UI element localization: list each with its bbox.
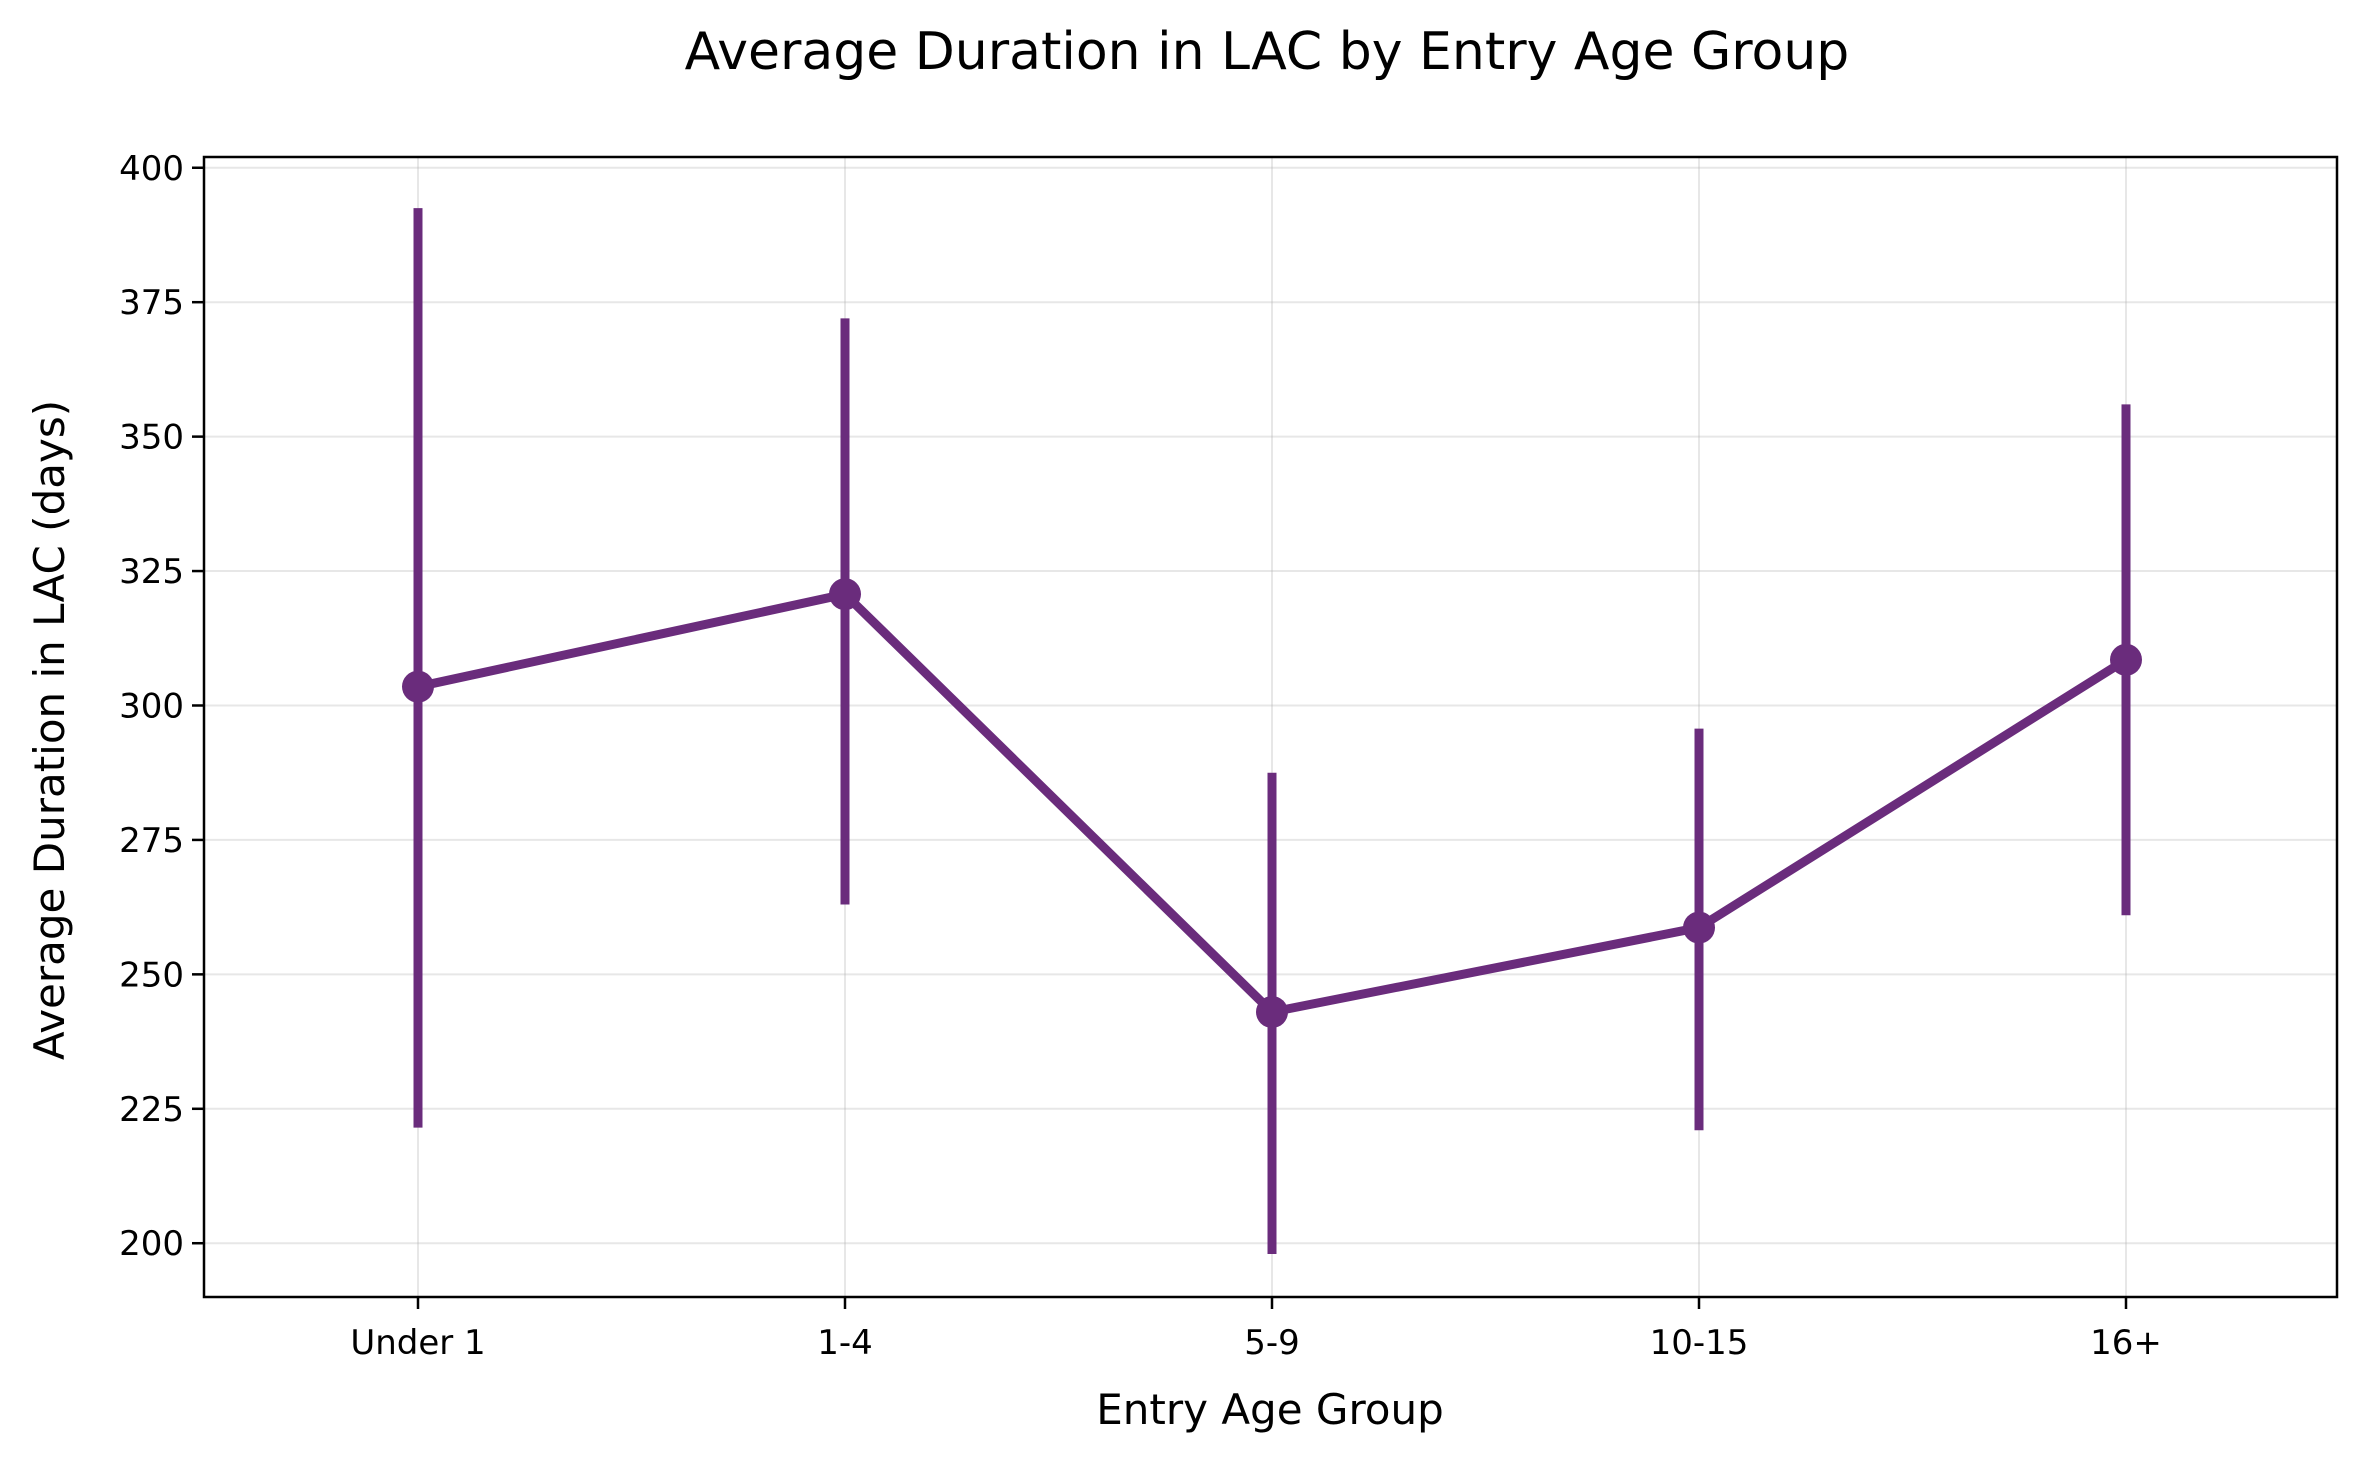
data-point: [1256, 996, 1288, 1028]
data-layer: [402, 208, 2142, 1254]
x-tick-label: 5-9: [1244, 1323, 1300, 1363]
data-point: [1683, 911, 1715, 944]
y-tick-label: 375: [119, 283, 184, 323]
y-tick-label: 325: [119, 552, 184, 592]
data-point: [402, 670, 434, 703]
y-tick-label: 250: [119, 955, 184, 995]
plot-frame: [202, 155, 2339, 1299]
x-tick-label: 10-15: [1650, 1323, 1749, 1363]
x-tick-label: Under 1: [350, 1323, 485, 1363]
data-point: [829, 578, 861, 611]
y-tick-label: 225: [119, 1090, 184, 1130]
y-tick-label: 400: [119, 149, 184, 189]
axis-layer: 200 225 250 275 300 325 350 375 400 Under 1 1-4 5-9…: [119, 149, 2162, 1363]
y-tick-label: 275: [119, 821, 184, 861]
chart-title: Average Duration in LAC by Entry Age Gro…: [685, 22, 1850, 82]
data-point: [2110, 643, 2142, 676]
x-tick-label: 1-4: [817, 1323, 873, 1363]
x-axis-label: Entry Age Group: [1096, 1385, 1444, 1434]
y-tick-label: 350: [119, 418, 184, 458]
y-tick-label: 200: [119, 1224, 184, 1264]
y-axis-label: Average Duration in LAC (days): [25, 400, 74, 1060]
y-tick-label: 300: [119, 686, 184, 726]
x-tick-label: 16+: [2090, 1323, 2162, 1363]
